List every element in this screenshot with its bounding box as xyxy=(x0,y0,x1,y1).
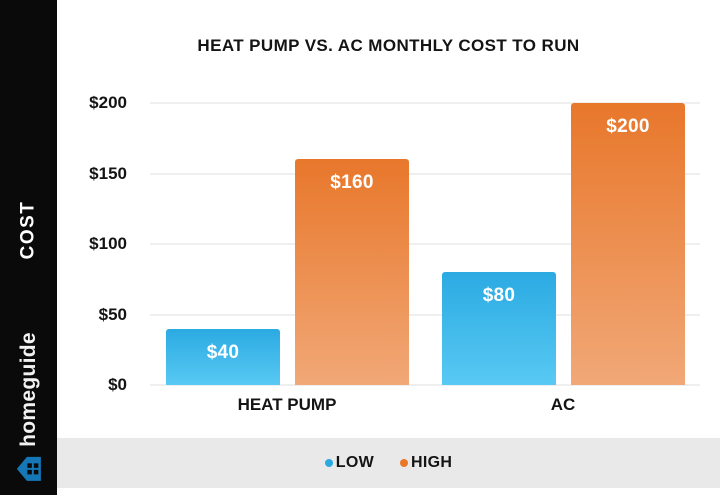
bar-value-label: $80 xyxy=(482,285,516,307)
bar-value-label: $160 xyxy=(330,172,374,194)
bar-low-0: $40 xyxy=(166,328,280,385)
y-axis-title-box: COST xyxy=(0,160,57,300)
y-tick-label: $0 xyxy=(108,375,127,394)
grid-line xyxy=(150,313,700,316)
sidebar: COST homeguide xyxy=(0,0,57,495)
house-icon xyxy=(16,456,42,482)
brand-row: homeguide xyxy=(16,332,42,482)
grid-line xyxy=(150,384,700,386)
bar-low-1: $80 xyxy=(442,272,556,385)
legend: LOW HIGH xyxy=(57,438,720,488)
brand-name: homeguide xyxy=(16,332,40,447)
grid-line xyxy=(150,102,700,104)
y-axis-ticks: $0 $50 $100 $150 $200 xyxy=(57,0,139,495)
legend-label: HIGH xyxy=(411,454,453,471)
bar-high-0: $160 xyxy=(295,159,409,385)
bar-value-label: $40 xyxy=(206,341,240,363)
legend-dot-high xyxy=(400,459,409,467)
legend-item: HIGH xyxy=(400,454,452,472)
category-label: AC xyxy=(550,395,576,414)
chart-title: HEAT PUMP VS. AC MONTHLY COST TO RUN xyxy=(197,36,580,55)
brand-box: homeguide xyxy=(0,327,57,487)
y-tick-label: $100 xyxy=(89,234,127,253)
y-tick-label: $150 xyxy=(89,163,127,183)
legend-dot-low xyxy=(324,459,333,467)
legend-item: LOW xyxy=(324,454,375,472)
plot-area: $40 $80 $160 $200 HEAT PUMP AC xyxy=(150,102,700,414)
y-tick-label: $200 xyxy=(89,93,127,112)
bar-high-1: $200 xyxy=(571,103,685,385)
y-tick-label: $50 xyxy=(98,304,127,324)
y-axis-title: COST xyxy=(17,200,39,260)
grid-line xyxy=(150,243,700,245)
legend-label: LOW xyxy=(335,454,375,471)
bar-value-label: $200 xyxy=(606,116,650,137)
grid-line xyxy=(150,172,700,175)
category-label: HEAT PUMP xyxy=(237,395,337,414)
